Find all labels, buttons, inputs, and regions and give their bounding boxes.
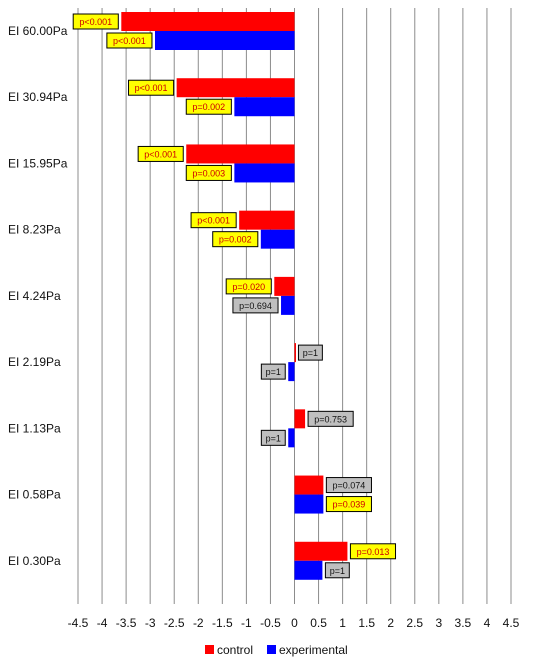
x-tick-label: -4.5 <box>68 616 89 630</box>
p-value-text: p=0.694 <box>239 301 272 311</box>
p-value-label: p=0.002 <box>212 231 259 248</box>
p-value-label: p=0.694 <box>232 297 279 314</box>
p-value-text: p<0.001 <box>113 36 146 46</box>
p-value-label: p=0.003 <box>185 164 232 181</box>
bar-control <box>274 276 295 296</box>
x-tick-label: 4.5 <box>503 616 520 630</box>
p-value-text: p=1 <box>266 433 281 443</box>
p-value-label: p=0.020 <box>225 278 272 295</box>
p-value-text: p=0.753 <box>314 414 347 424</box>
p-value-text: p=0.002 <box>192 102 225 112</box>
x-tick-label: -3.5 <box>116 616 137 630</box>
category-label: EI 2.19Pa <box>8 355 61 369</box>
p-value-label: p<0.001 <box>137 145 184 162</box>
category-label: EI 15.95Pa <box>8 156 68 170</box>
x-tick-label: 2 <box>387 616 394 630</box>
p-value-text: p<0.001 <box>197 216 230 226</box>
bar-control <box>294 475 324 495</box>
category-label: EI 8.23Pa <box>8 223 61 237</box>
p-value-label: p<0.001 <box>190 212 237 229</box>
legend-swatch <box>205 645 214 654</box>
legend-item-experimental: experimental <box>267 643 348 657</box>
x-tick-label: 1.5 <box>358 616 375 630</box>
legend-swatch <box>267 645 276 654</box>
bars <box>121 12 348 580</box>
p-value-text: p<0.001 <box>79 17 112 27</box>
bar-control <box>176 78 295 98</box>
p-value-text: p<0.001 <box>135 83 168 93</box>
bar-experimental <box>281 295 295 315</box>
legend: control experimental <box>205 643 348 657</box>
bar-experimental <box>234 163 295 183</box>
bar-experimental <box>288 362 295 382</box>
p-value-label: p=0.074 <box>325 477 372 494</box>
x-tick-label: 1 <box>339 616 346 630</box>
category-label: EI 1.13Pa <box>8 421 61 435</box>
bar-control <box>186 144 295 164</box>
legend-item-control: control <box>205 643 253 657</box>
p-value-label: p=0.039 <box>325 496 372 513</box>
p-value-label: p=0.753 <box>307 410 354 427</box>
p-value-label: p=1 <box>260 429 286 446</box>
p-value-text: p=1 <box>266 367 281 377</box>
x-tick-label: -2 <box>193 616 204 630</box>
p-value-text: p=0.020 <box>232 282 265 292</box>
p-value-label: p<0.001 <box>106 32 153 49</box>
bar-control <box>294 409 306 429</box>
x-tick-label: 2.5 <box>406 616 423 630</box>
p-value-text: p<0.001 <box>144 149 177 159</box>
p-value-text: p=1 <box>303 348 318 358</box>
p-value-labels: p<0.001p<0.001p<0.001p=0.002p<0.001p=0.0… <box>72 13 397 579</box>
p-value-text: p=0.002 <box>219 235 252 245</box>
p-value-label: p=0.013 <box>349 543 397 560</box>
bar-control <box>121 12 295 31</box>
p-value-label: p=1 <box>260 363 286 380</box>
bar-control <box>294 343 296 363</box>
x-tick-label: -1 <box>241 616 252 630</box>
x-axis-ticks: -4.5 -4 -3.5 -3 -2.5 -2 -1.5 -1 -0.5 0 0.5 1 1.5 2 2.5… <box>68 616 520 630</box>
legend-label: experimental <box>279 643 348 657</box>
x-tick-label: -3 <box>145 616 156 630</box>
p-value-label: p<0.001 <box>72 13 119 30</box>
p-value-label: p=1 <box>297 344 323 361</box>
category-label: EI 4.24Pa <box>8 289 61 303</box>
legend-label: control <box>217 643 253 657</box>
x-tick-label: -2.5 <box>164 616 185 630</box>
bar-experimental <box>154 31 295 50</box>
x-tick-label: 0 <box>291 616 298 630</box>
p-value-text: p=0.074 <box>333 481 366 491</box>
category-label: EI 30.94Pa <box>8 90 68 104</box>
x-tick-label: -1.5 <box>212 616 233 630</box>
p-value-label: p<0.001 <box>128 79 175 96</box>
p-value-label: p=0.002 <box>185 98 232 115</box>
x-tick-label: 4 <box>484 616 491 630</box>
x-tick-label: 3 <box>435 616 442 630</box>
x-tick-label: 0.5 <box>310 616 327 630</box>
p-value-text: p=0.003 <box>192 168 225 178</box>
bar-experimental <box>234 97 295 117</box>
category-labels: EI 60.00Pa EI 30.94Pa EI 15.95Pa EI 8.23Pa E… <box>8 24 68 568</box>
bar-experimental <box>294 494 324 514</box>
p-value-text: p=0.039 <box>333 500 366 510</box>
category-label: EI 0.30Pa <box>8 554 61 568</box>
bar-control <box>294 541 348 561</box>
x-tick-label: -4 <box>97 616 108 630</box>
p-value-text: p=0.013 <box>357 547 390 557</box>
x-tick-label: 3.5 <box>455 616 472 630</box>
bar-experimental <box>294 560 323 580</box>
category-label: EI 0.58Pa <box>8 488 61 502</box>
bar-experimental <box>288 428 295 448</box>
x-tick-label: -0.5 <box>260 616 281 630</box>
p-value-text: p=1 <box>330 566 345 576</box>
bar-control <box>239 210 295 230</box>
category-label: EI 60.00Pa <box>8 24 68 38</box>
p-value-label: p=1 <box>324 562 350 579</box>
bar-experimental <box>260 229 295 249</box>
